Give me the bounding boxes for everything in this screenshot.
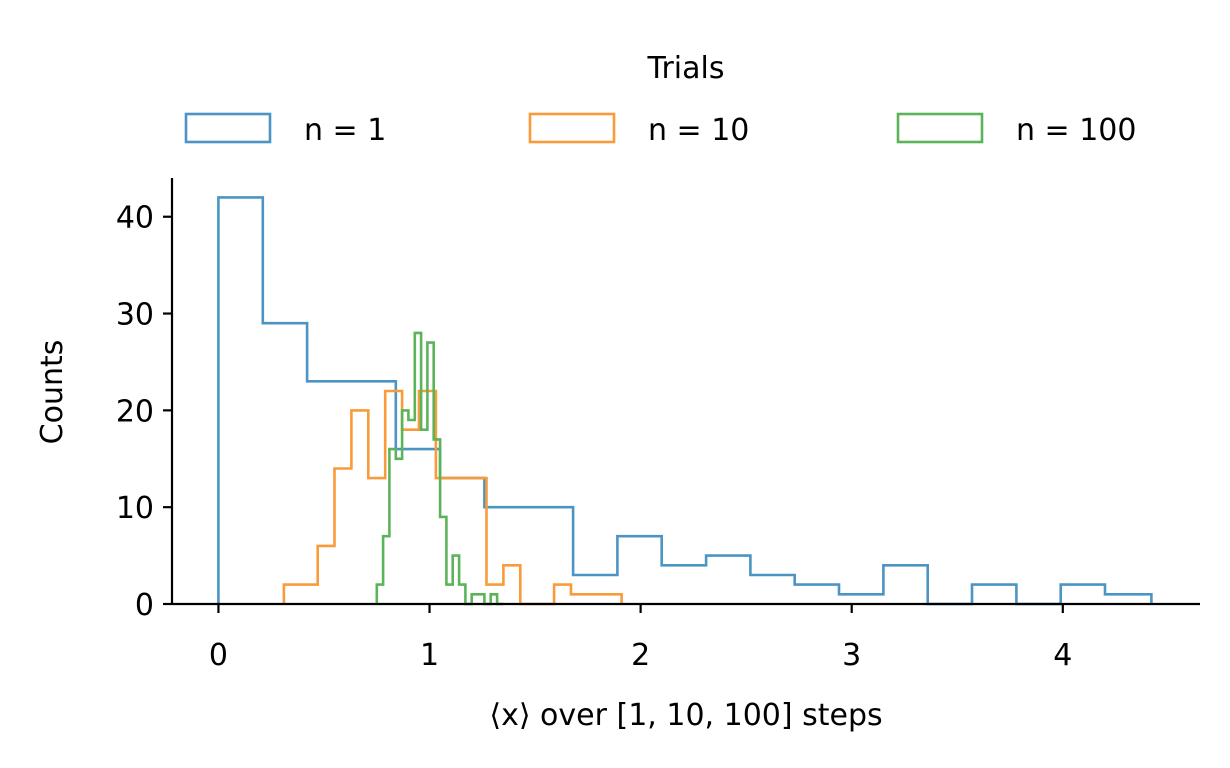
- y-tick-label: 40: [116, 201, 154, 236]
- legend-swatch: [184, 112, 272, 144]
- y-tick-label: 30: [116, 298, 154, 333]
- legend-title: Trials: [647, 51, 725, 86]
- x-tick-label: 3: [842, 638, 861, 673]
- series-outline: [282, 389, 623, 606]
- series-1: [217, 196, 1153, 606]
- y-tick-label: 10: [116, 491, 154, 526]
- legend-entry: n = 1: [184, 112, 386, 148]
- legend-entry: n = 10: [528, 112, 749, 148]
- x-tick-label: 0: [209, 638, 228, 673]
- legend: Trials n = 1 n = 10 n = 100: [184, 51, 1136, 148]
- legend-swatch: [528, 112, 616, 144]
- series-layer: [217, 196, 1153, 606]
- legend-swatch: [896, 112, 984, 144]
- series-outline: [217, 196, 1153, 606]
- y-axis-label: Counts: [35, 340, 70, 445]
- legend-entry: n = 100: [896, 112, 1136, 148]
- legend-label: n = 100: [1016, 113, 1136, 148]
- x-tick-label: 1: [420, 638, 439, 673]
- x-tick-label: 4: [1053, 638, 1072, 673]
- series-3: [375, 331, 504, 606]
- x-axis-label: ⟨x⟩ over [1, 10, 100] steps: [489, 698, 882, 733]
- series-outline: [375, 331, 504, 606]
- x-tick-label: 2: [631, 638, 650, 673]
- series-2: [282, 389, 623, 606]
- y-tick-label: 20: [116, 394, 154, 429]
- legend-label: n = 10: [648, 113, 749, 148]
- y-tick-label: 0: [135, 588, 154, 623]
- legend-label: n = 1: [304, 113, 386, 148]
